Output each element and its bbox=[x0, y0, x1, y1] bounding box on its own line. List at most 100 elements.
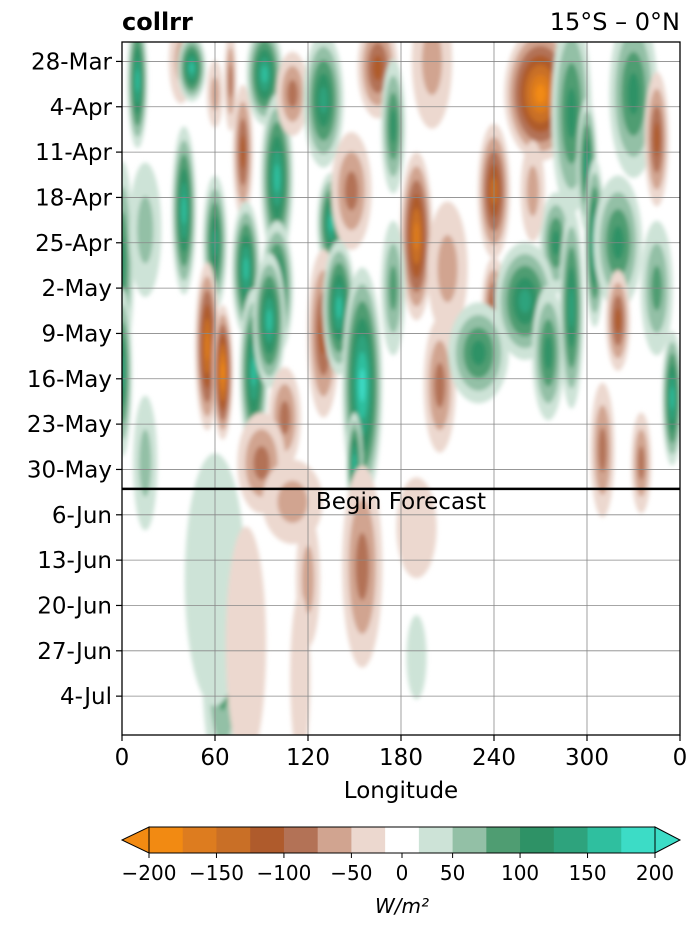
anomaly-feature bbox=[177, 42, 206, 102]
contour-band bbox=[139, 429, 152, 497]
contour-band bbox=[434, 362, 446, 408]
contour-band bbox=[569, 287, 574, 328]
contour-band bbox=[225, 526, 267, 735]
colorbar-tick-label: 50 bbox=[440, 861, 465, 885]
colorbar-tick-label: 200 bbox=[636, 861, 674, 885]
anomaly-feature bbox=[290, 592, 311, 735]
y-tick-label: 6-Jun bbox=[52, 503, 112, 529]
anomaly-feature bbox=[381, 58, 406, 194]
anomaly-feature bbox=[224, 42, 237, 132]
x-tick-label: 240 bbox=[472, 745, 516, 771]
anomaly-feature bbox=[406, 615, 427, 700]
anomaly-feature bbox=[260, 93, 294, 263]
anomaly-feature bbox=[342, 465, 383, 668]
colorbar-band bbox=[182, 827, 217, 853]
contour-band bbox=[627, 72, 640, 115]
colorbar-band bbox=[621, 827, 656, 853]
anomaly-feature bbox=[448, 302, 509, 404]
contour-band bbox=[137, 196, 154, 264]
forecast-annotation: Begin Forecast bbox=[316, 489, 486, 515]
contour-band bbox=[277, 480, 308, 523]
anomaly-feature bbox=[127, 42, 148, 149]
contour-band bbox=[287, 79, 298, 108]
contour-band bbox=[243, 257, 249, 280]
anomaly-feature bbox=[225, 526, 267, 735]
anomaly-feature bbox=[631, 412, 652, 514]
contour-band bbox=[221, 362, 225, 382]
anomaly-feature bbox=[133, 395, 158, 531]
colorbar-tick-label: −150 bbox=[189, 861, 244, 885]
anomaly-feature bbox=[532, 285, 565, 421]
y-tick-label: 20-Jun bbox=[37, 593, 112, 619]
x-tick-label: 120 bbox=[286, 745, 330, 771]
contour-band bbox=[421, 42, 443, 96]
contour-band bbox=[266, 309, 272, 332]
colorbar-label: W/m² bbox=[375, 894, 429, 918]
anomaly-feature bbox=[171, 126, 197, 295]
y-tick-label: 4-Jul bbox=[60, 684, 112, 710]
x-tick-label: 180 bbox=[379, 745, 423, 771]
contour-band bbox=[670, 386, 674, 410]
contour-band bbox=[274, 163, 280, 193]
y-tick-label: 27-Jun bbox=[37, 639, 112, 665]
x-axis-label: Longitude bbox=[344, 778, 458, 804]
colorbar-band bbox=[553, 827, 589, 853]
x-tick-label: 60 bbox=[200, 745, 229, 771]
anomaly-feature bbox=[303, 42, 344, 168]
contour-band bbox=[279, 400, 291, 435]
contour-band bbox=[290, 592, 311, 735]
colorbar-tick-label: 0 bbox=[396, 861, 409, 885]
colorbar-band bbox=[317, 827, 352, 853]
contour-band bbox=[251, 358, 257, 387]
y-tick-label: 2-May bbox=[42, 276, 112, 302]
contour-band bbox=[406, 615, 427, 700]
anomaly-feature bbox=[253, 253, 286, 388]
colorbar-band bbox=[452, 827, 487, 853]
colorbar-tick-label: −200 bbox=[122, 861, 177, 885]
anomaly-feature bbox=[644, 71, 669, 207]
contour-band bbox=[122, 236, 126, 288]
anomaly-feature bbox=[129, 162, 162, 298]
anomaly-feature bbox=[268, 367, 301, 469]
colorbar-band bbox=[283, 827, 319, 853]
contour-band bbox=[189, 62, 195, 74]
anomaly-feature bbox=[212, 304, 233, 440]
colorbar-band bbox=[250, 827, 285, 853]
y-tick-label: 25-Apr bbox=[35, 231, 112, 257]
contour-band bbox=[437, 235, 458, 303]
contour-band bbox=[544, 336, 553, 370]
anomaly-feature bbox=[559, 206, 584, 409]
contour-band bbox=[319, 86, 328, 114]
contour-band bbox=[353, 454, 356, 472]
colorbar-band bbox=[385, 827, 420, 853]
anomaly-feature bbox=[276, 51, 309, 136]
colorbar-band bbox=[587, 827, 622, 853]
contour-band bbox=[228, 64, 233, 98]
contour-band bbox=[355, 532, 369, 601]
colorbar-tick-label: 150 bbox=[568, 861, 606, 885]
contour-band bbox=[344, 171, 359, 211]
anomaly-feature bbox=[411, 42, 453, 129]
contour-band bbox=[328, 214, 334, 232]
contour-band bbox=[205, 332, 210, 361]
contour-band bbox=[566, 87, 577, 139]
anomaly-feature bbox=[520, 140, 545, 242]
anomaly-feature bbox=[590, 382, 615, 518]
colorbar-band bbox=[486, 827, 521, 853]
y-tick-label: 18-Apr bbox=[35, 185, 112, 211]
anomaly-feature bbox=[400, 152, 433, 321]
x-tick-label: 300 bbox=[565, 745, 609, 771]
contour-band bbox=[413, 222, 420, 251]
contour-band bbox=[261, 65, 268, 83]
anomaly-feature bbox=[423, 317, 456, 453]
anomaly-feature bbox=[662, 330, 680, 466]
contour-band bbox=[390, 109, 397, 144]
x-tick-label: 0 bbox=[115, 745, 130, 771]
x-tick-label: 0 bbox=[673, 745, 688, 771]
contour-band bbox=[526, 165, 539, 217]
contour-band bbox=[336, 296, 342, 319]
contour-band bbox=[653, 122, 660, 156]
contour-band bbox=[396, 477, 437, 579]
anomaly-feature bbox=[396, 477, 437, 579]
